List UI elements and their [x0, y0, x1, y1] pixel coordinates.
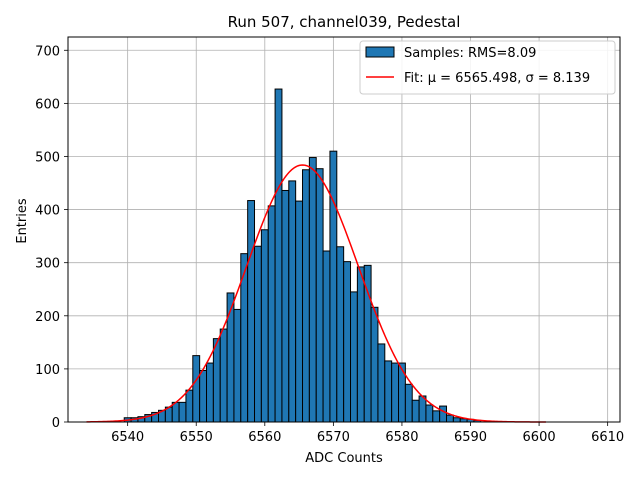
legend-label-samples: Samples: RMS=8.09 — [404, 46, 536, 61]
histogram-bar — [418, 395, 427, 423]
histogram-bars — [123, 88, 482, 423]
histogram-bar — [212, 338, 221, 423]
histogram-bar — [226, 292, 235, 423]
y-tick-label: 100 — [35, 363, 60, 378]
histogram-bar — [308, 157, 317, 423]
x-tick-label: 6600 — [523, 430, 556, 445]
histogram-bar — [295, 200, 304, 423]
histogram-bar — [254, 245, 262, 423]
legend-label-fit: Fit: μ = 6565.498, σ = 8.139 — [404, 71, 590, 86]
histogram-bar — [281, 189, 290, 423]
histogram-bar — [425, 404, 434, 423]
x-tick-label: 6550 — [180, 430, 213, 445]
histogram-bar — [398, 362, 406, 423]
y-tick-label: 400 — [35, 204, 60, 219]
x-tick-label: 6610 — [591, 430, 624, 445]
histogram-bar — [288, 180, 297, 423]
histogram-bar — [260, 229, 269, 423]
histogram-bar — [199, 369, 208, 423]
histogram-bar — [439, 405, 448, 423]
histogram-bar — [329, 150, 338, 423]
histogram-bar — [391, 362, 400, 423]
histogram-bar — [377, 343, 386, 423]
histogram-bar — [185, 389, 194, 423]
axes-frame — [67, 36, 621, 423]
y-axis-ticks: 0 100 200 300 400 500 600 700 — [35, 44, 68, 431]
fit-curve — [86, 164, 546, 423]
histogram-bar — [370, 306, 379, 423]
x-axis-label: ADC Counts — [305, 451, 383, 466]
histogram-bar — [432, 410, 441, 423]
histogram-bar — [274, 88, 283, 423]
legend-swatch-samples — [365, 46, 395, 58]
histogram-bar — [411, 399, 420, 423]
histogram-bar — [452, 417, 461, 423]
histogram-bar — [247, 200, 256, 423]
histogram-bar — [206, 362, 214, 423]
histogram-bar — [267, 205, 276, 423]
legend: Samples: RMS=8.09 Fit: μ = 6565.498, σ =… — [359, 40, 616, 95]
y-tick-label: 200 — [35, 310, 60, 325]
histogram-bar — [302, 169, 310, 423]
histogram-bar — [233, 308, 242, 423]
x-tick-label: 6540 — [111, 430, 144, 445]
x-tick-label: 6580 — [385, 430, 418, 445]
x-axis-ticks: 6540 6550 6560 6570 6580 6590 6600 6610 — [111, 422, 624, 445]
histogram-bar — [384, 360, 393, 423]
histogram-bar — [322, 250, 331, 423]
chart-title: Run 507, channel039, Pedestal — [228, 13, 461, 31]
histogram-bar — [446, 414, 454, 423]
histogram-bar — [219, 328, 228, 423]
y-axis-label: Entries — [15, 198, 30, 244]
histogram-bar — [178, 401, 187, 423]
y-tick-label: 600 — [35, 97, 60, 112]
y-tick-label: 500 — [35, 150, 60, 165]
histogram-bar — [315, 168, 324, 423]
y-tick-label: 700 — [35, 44, 60, 59]
histogram-bar — [192, 355, 201, 423]
y-tick-label: 0 — [52, 416, 60, 431]
x-tick-label: 6590 — [454, 430, 487, 445]
histogram-bar — [350, 291, 358, 423]
y-tick-label: 300 — [35, 257, 60, 272]
x-tick-label: 6570 — [317, 430, 350, 445]
histogram-bar — [404, 383, 413, 423]
histogram-bar — [343, 261, 352, 423]
legend-box — [359, 40, 616, 95]
histogram-bar — [336, 246, 345, 423]
histogram-bar — [363, 264, 372, 423]
histogram-bar — [356, 266, 365, 423]
x-tick-label: 6560 — [248, 430, 281, 445]
